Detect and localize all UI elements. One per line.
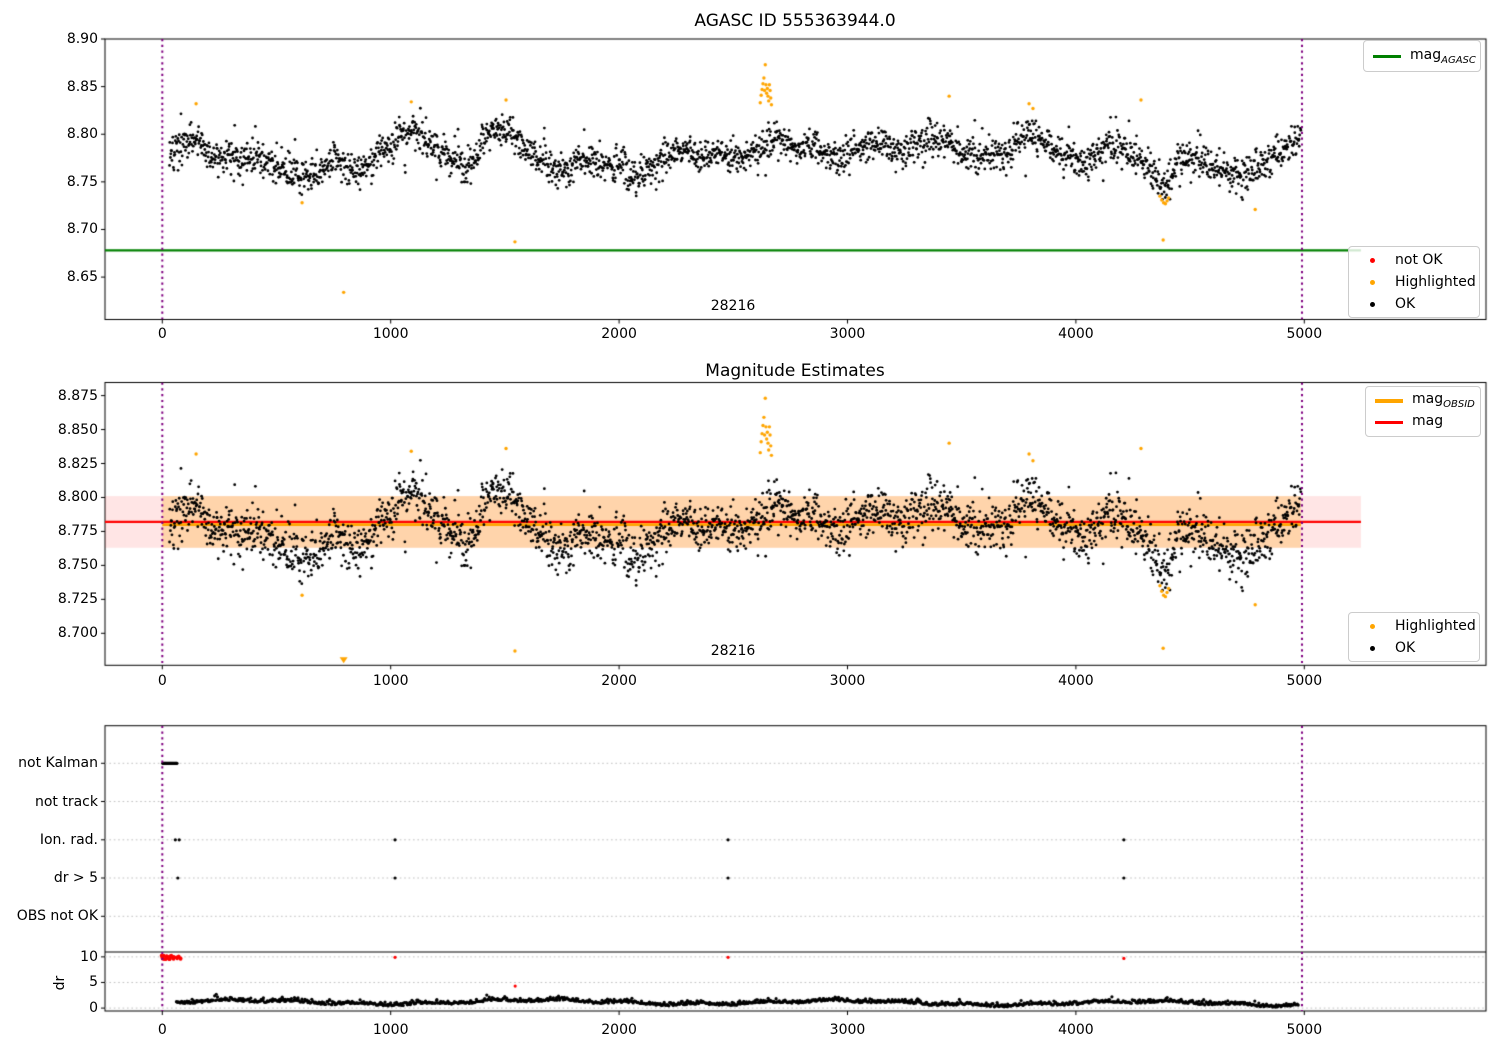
y-tick-label: 8.850	[57, 421, 98, 438]
highlighted-dot-sample	[1358, 279, 1386, 285]
dr-tick-label: 5	[89, 974, 98, 991]
legend-entry-label: Highlighted	[1395, 618, 1476, 634]
dr-tick-label: 0	[89, 1000, 98, 1017]
legend-entry: Highlighted	[1349, 615, 1479, 637]
legend-entry-label: Highlighted	[1395, 274, 1476, 290]
x-tick-label: 0	[157, 326, 167, 342]
y-tick-label: 8.875	[57, 387, 98, 404]
x-tick-label: 5000	[1286, 1022, 1323, 1038]
flag-category-label: Ion. rad.	[39, 831, 98, 848]
x-tick-label: 3000	[829, 1022, 866, 1038]
x-tick-label: 3000	[829, 673, 866, 689]
y-tick-label: 8.80	[66, 126, 98, 143]
orange-line-sample	[1375, 398, 1403, 403]
legend-mag-lines: magOBSID mag	[1365, 386, 1481, 437]
legend-entry-label: OK	[1395, 296, 1416, 312]
y-tick-label: 8.750	[57, 557, 98, 574]
green-line-sample	[1373, 54, 1401, 58]
legend-entry: Highlighted	[1349, 271, 1479, 293]
x-tick-label: 3000	[829, 326, 866, 342]
x-tick-label: 0	[157, 1022, 167, 1038]
y-tick-label: 8.700	[57, 625, 98, 642]
y-tick-label: 8.800	[57, 489, 98, 506]
y-tick-label: 8.90	[66, 31, 98, 47]
panel1-title: AGASC ID 555363944.0	[694, 11, 896, 31]
y-tick-label: 8.85	[66, 78, 98, 95]
obsid-label-panel2: 28216	[710, 643, 756, 659]
legend-entry: magOBSID	[1366, 390, 1480, 412]
x-tick-label: 0	[157, 673, 167, 689]
panel2-title: Magnitude Estimates	[705, 361, 885, 381]
legend-mag-agasc: magAGASC	[1363, 40, 1481, 72]
legend-entry: magAGASC	[1364, 45, 1480, 67]
legend-entry-label: magOBSID	[1412, 391, 1475, 410]
dr-axis-label: dr	[52, 975, 68, 991]
legend-entry: OK	[1349, 637, 1479, 659]
y-tick-label: 8.65	[66, 269, 98, 286]
legend-entry-label: mag	[1412, 413, 1444, 430]
legend-entry-label: magAGASC	[1410, 46, 1476, 66]
flag-category-label: not Kalman	[18, 755, 98, 772]
legend-entry: mag	[1366, 412, 1480, 434]
legend-entry-label: not OK	[1395, 252, 1443, 268]
obsid-label-panel1: 28216	[710, 298, 756, 314]
x-tick-label: 4000	[1058, 1022, 1094, 1038]
y-tick-label: 8.75	[66, 173, 98, 190]
legend-entry-label: OK	[1395, 640, 1416, 656]
red-line-sample	[1375, 421, 1403, 424]
x-tick-label: 1000	[372, 326, 409, 342]
flag-category-label: dr > 5	[53, 870, 98, 886]
x-tick-label: 1000	[372, 673, 409, 689]
legend-entry: OK	[1349, 293, 1479, 315]
x-tick-label: 4000	[1058, 326, 1094, 342]
dr-tick-label: 10	[80, 948, 98, 965]
y-tick-label: 8.775	[57, 523, 98, 540]
legend-panel1-markers: not OK Highlighted OK	[1348, 246, 1480, 318]
legend-panel2-markers: Highlighted OK	[1348, 612, 1480, 662]
x-tick-label: 2000	[601, 673, 637, 689]
highlighted-dot-sample	[1358, 623, 1386, 629]
x-tick-label: 5000	[1286, 326, 1323, 342]
legend-entry: not OK	[1349, 249, 1479, 271]
x-tick-label: 4000	[1058, 673, 1094, 689]
x-tick-label: 2000	[601, 326, 637, 342]
ok-dot-sample	[1358, 645, 1386, 651]
flag-category-label: not track	[34, 793, 98, 810]
x-tick-label: 2000	[601, 1022, 637, 1038]
ok-dot-sample	[1358, 301, 1386, 307]
y-tick-label: 8.825	[57, 455, 98, 472]
not-ok-dot-sample	[1358, 257, 1386, 263]
x-tick-label: 1000	[372, 1022, 409, 1038]
y-tick-label: 8.70	[66, 221, 98, 238]
flag-category-label: OBS not OK	[16, 908, 98, 925]
x-tick-label: 5000	[1286, 673, 1323, 689]
y-tick-label: 8.725	[57, 591, 98, 608]
